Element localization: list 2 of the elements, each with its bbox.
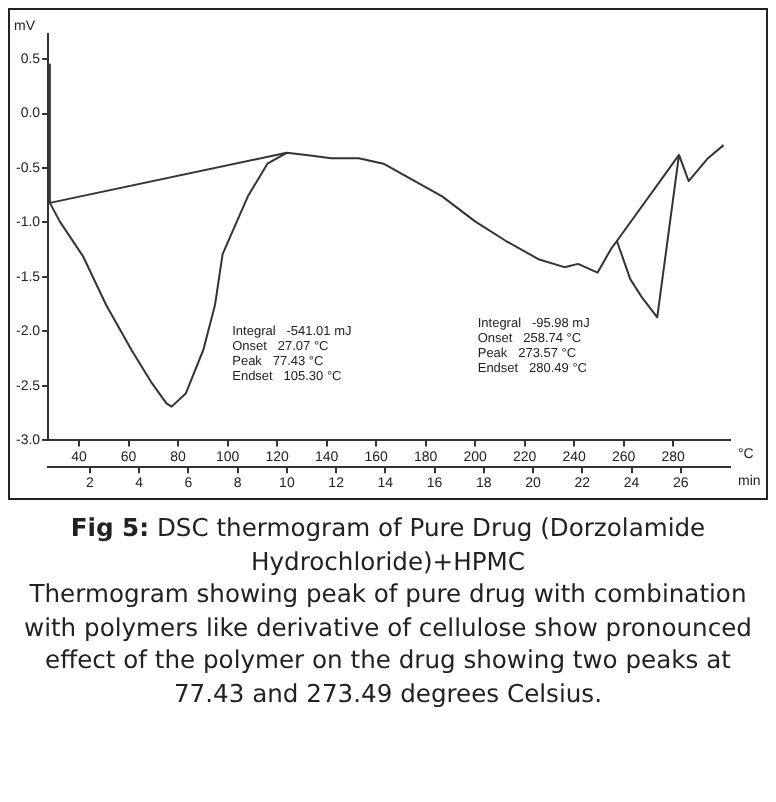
text: Fig 5: DSC thermogram of Pure Drug (Dorzolamide Hydrochloride)+HPMC [70,514,706,575]
text: Thermogram showing peak of pure drug with combination with polymers like derivative of cellulose show pronounced effect of the polymer on the drug showing two peaks at 77.43 and 273.49 degrees Celsius. [24,580,752,707]
